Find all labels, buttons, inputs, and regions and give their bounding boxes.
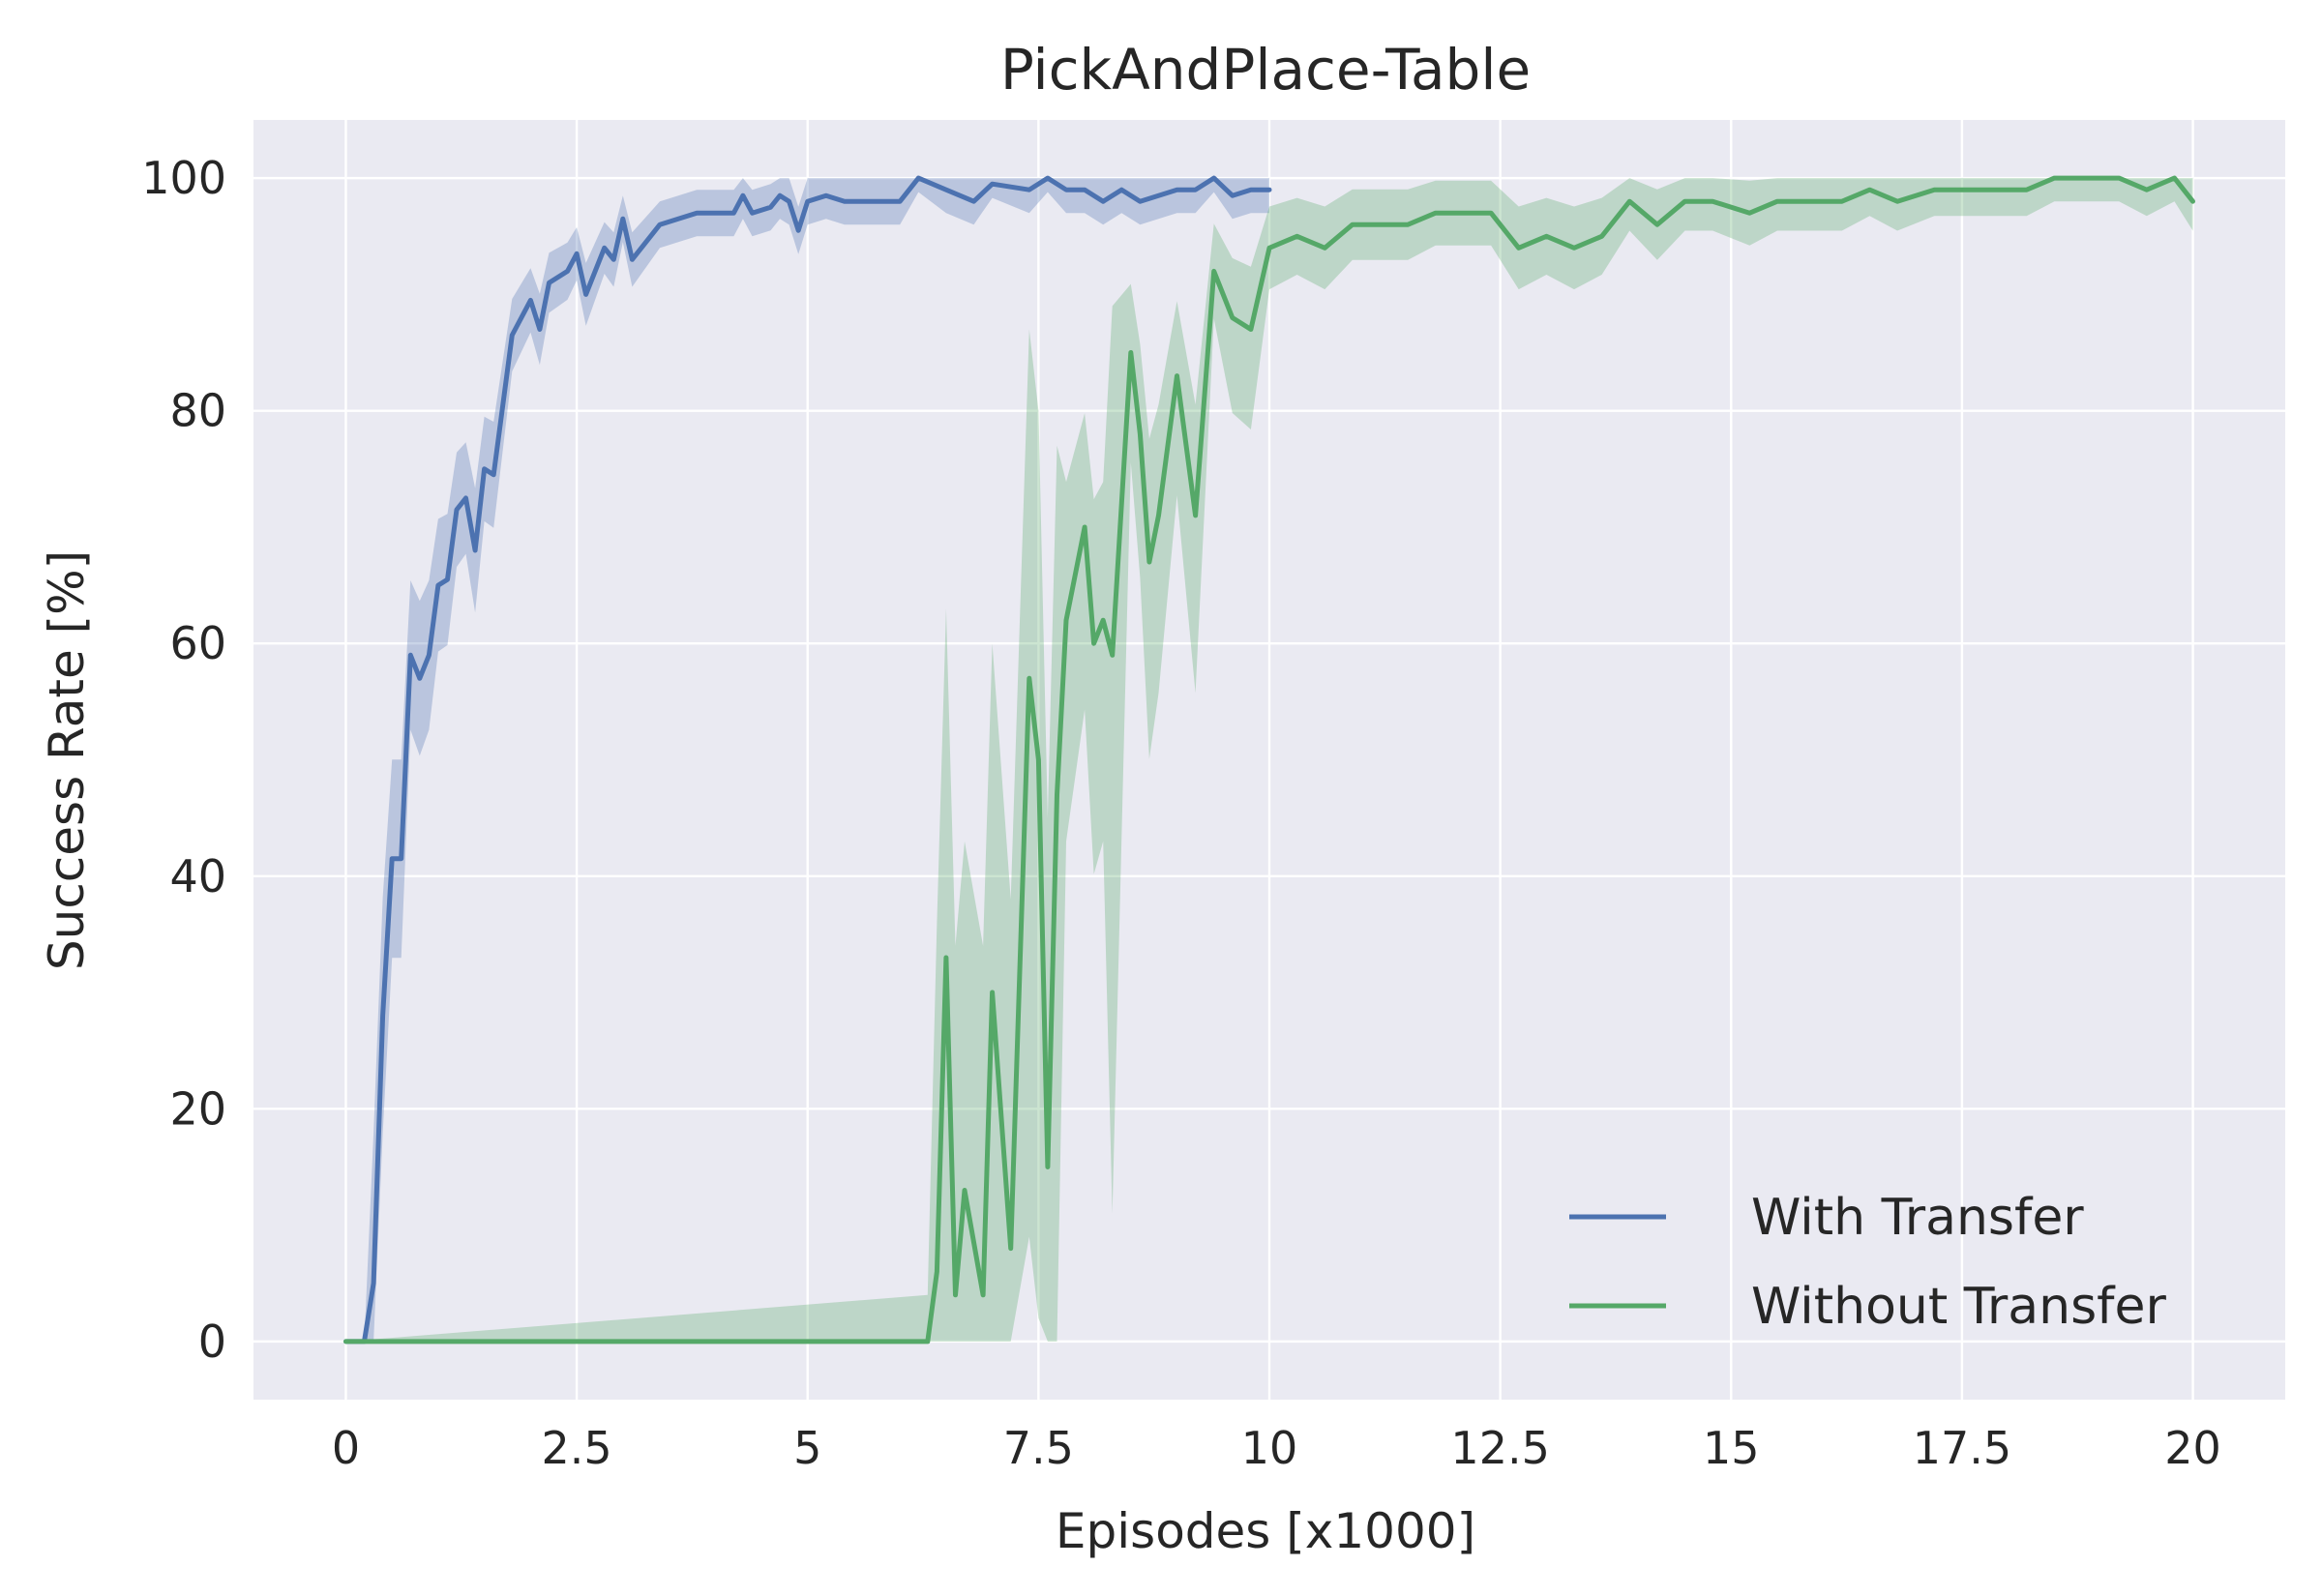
grid [253, 120, 2285, 1400]
legend-label: Without Transfer [1751, 1278, 2166, 1336]
x-tick-labels: 0 2.5 5 7.5 10 12.5 15 17.5 20 [332, 1422, 2221, 1474]
x-tick-label: 20 [2164, 1422, 2221, 1474]
y-tick-label: 60 [169, 617, 226, 669]
y-tick-label: 20 [169, 1082, 226, 1135]
x-tick-label: 15 [1703, 1422, 1760, 1474]
series-line-1 [343, 175, 1272, 1345]
x-axis-label: Episodes [x1000] [1056, 1503, 1475, 1559]
y-axis-label: Success Rate [%] [39, 550, 95, 970]
x-tick-label: 0 [332, 1422, 360, 1474]
y-tick-label: 100 [141, 152, 226, 204]
legend: With Transfer Without Transfer [1569, 1189, 2166, 1336]
x-tick-label: 5 [793, 1422, 821, 1474]
x-tick-label: 17.5 [1913, 1422, 2011, 1474]
y-tick-label: 80 [169, 385, 226, 437]
legend-label: With Transfer [1751, 1189, 2084, 1247]
series-line-2 [343, 175, 2195, 1345]
x-tick-label: 10 [1241, 1422, 1298, 1474]
x-tick-label: 2.5 [542, 1422, 612, 1474]
chart-title: PickAndPlace-Table [1000, 37, 1531, 103]
series-lines [343, 175, 2195, 1345]
x-tick-label: 7.5 [1003, 1422, 1074, 1474]
y-tick-label: 0 [198, 1315, 226, 1368]
x-tick-label: 12.5 [1450, 1422, 1549, 1474]
y-tick-label: 40 [169, 850, 226, 902]
y-tick-labels: 0 20 40 60 80 100 [141, 152, 226, 1368]
